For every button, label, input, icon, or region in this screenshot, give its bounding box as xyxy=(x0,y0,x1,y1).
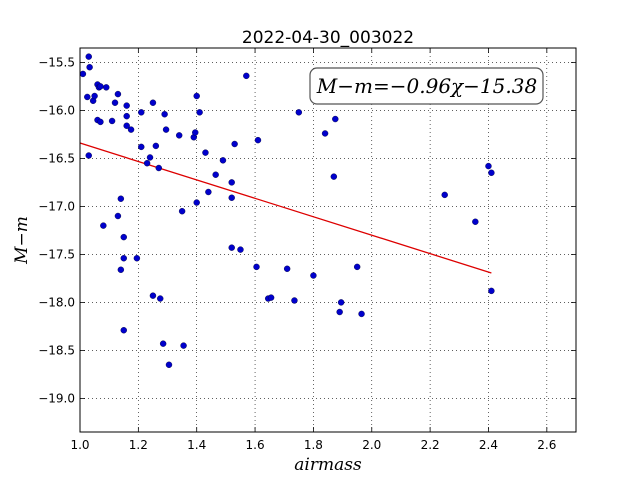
data-point xyxy=(212,171,219,178)
data-point xyxy=(485,162,492,170)
data-point xyxy=(123,112,130,120)
x-tick-label: 2.0 xyxy=(362,438,381,452)
chart-title: 2022-04-30_003022 xyxy=(242,28,414,48)
fit-equation-text: M−m=−0.96χ−15.38 xyxy=(316,74,537,98)
x-tick-label: 1.0 xyxy=(70,438,89,452)
data-point xyxy=(267,294,275,301)
data-point xyxy=(283,265,291,272)
x-tick-label: 2.6 xyxy=(537,438,556,452)
data-point xyxy=(162,126,170,133)
data-point xyxy=(180,342,187,349)
data-point xyxy=(159,340,167,347)
data-point xyxy=(97,118,104,126)
data-point xyxy=(321,130,329,137)
data-point xyxy=(103,84,110,91)
data-point xyxy=(161,111,168,118)
data-point xyxy=(192,129,199,136)
x-tick-label: 2.2 xyxy=(421,438,440,452)
data-point xyxy=(254,136,262,144)
data-point xyxy=(85,152,92,159)
data-point xyxy=(202,149,209,156)
y-tick-label: −19.0 xyxy=(38,391,75,405)
data-point xyxy=(205,188,212,196)
data-point xyxy=(123,102,130,109)
data-point xyxy=(97,83,104,90)
y-tick-label: −16.0 xyxy=(38,103,75,117)
data-point xyxy=(143,159,151,167)
data-point xyxy=(117,266,125,273)
x-tick-label: 1.4 xyxy=(187,438,206,452)
data-point xyxy=(337,299,345,306)
data-point xyxy=(193,199,200,206)
data-point xyxy=(155,164,162,172)
data-point xyxy=(253,263,260,271)
data-point xyxy=(358,310,365,318)
plot-frame xyxy=(79,47,577,433)
data-point xyxy=(441,191,448,199)
data-point xyxy=(120,233,127,241)
x-tick-label: 1.8 xyxy=(304,438,323,452)
data-point xyxy=(243,72,250,80)
data-point xyxy=(196,109,203,116)
y-tick-label: −15.5 xyxy=(38,55,75,69)
data-point xyxy=(138,109,145,116)
data-point xyxy=(149,99,157,106)
y-tick-label: −18.0 xyxy=(38,295,75,309)
y-tick-label: −17.0 xyxy=(38,199,75,213)
data-point xyxy=(127,126,135,133)
data-point xyxy=(117,195,125,202)
data-point xyxy=(123,122,130,129)
data-point xyxy=(133,255,141,262)
data-point xyxy=(231,140,238,148)
x-tick-label: 1.6 xyxy=(246,438,265,452)
data-point xyxy=(237,246,244,253)
data-point xyxy=(228,194,235,201)
data-point xyxy=(120,255,127,262)
data-point xyxy=(488,287,495,295)
data-point xyxy=(336,308,343,316)
data-point xyxy=(91,92,98,100)
data-point xyxy=(193,92,200,100)
data-point xyxy=(85,53,92,60)
data-point xyxy=(138,143,145,151)
data-point xyxy=(152,142,160,150)
y-tick-label: −18.5 xyxy=(38,343,75,357)
data-point xyxy=(332,115,339,123)
data-point xyxy=(111,99,119,106)
data-point xyxy=(219,157,227,164)
data-point xyxy=(228,244,235,251)
x-tick-label: 2.4 xyxy=(479,438,498,452)
data-point xyxy=(84,93,91,101)
data-point xyxy=(330,173,338,180)
data-point xyxy=(146,154,154,161)
data-point xyxy=(310,272,317,279)
x-axis-label: airmass xyxy=(294,455,362,475)
data-point xyxy=(114,212,122,220)
data-point xyxy=(108,117,116,125)
y-tick-label: −16.5 xyxy=(38,151,75,165)
y-tick-label: −17.5 xyxy=(38,247,75,261)
x-tick-label: 1.2 xyxy=(129,438,148,452)
data-point xyxy=(353,263,361,271)
data-point xyxy=(79,70,87,78)
data-point xyxy=(175,132,183,139)
y-axis-label: M−m xyxy=(12,216,32,265)
data-point xyxy=(291,297,298,304)
data-point xyxy=(120,327,127,334)
data-point xyxy=(228,179,235,186)
data-point xyxy=(149,292,157,299)
data-point xyxy=(488,169,495,177)
data-point xyxy=(178,207,186,215)
data-point xyxy=(86,63,93,71)
data-point xyxy=(165,361,173,368)
data-point xyxy=(472,218,479,225)
data-point xyxy=(157,295,164,302)
data-point xyxy=(295,109,303,116)
data-point xyxy=(114,90,122,98)
data-point xyxy=(100,222,107,229)
fit-equation-annotation: M−m=−0.96χ−15.38 xyxy=(309,67,544,105)
